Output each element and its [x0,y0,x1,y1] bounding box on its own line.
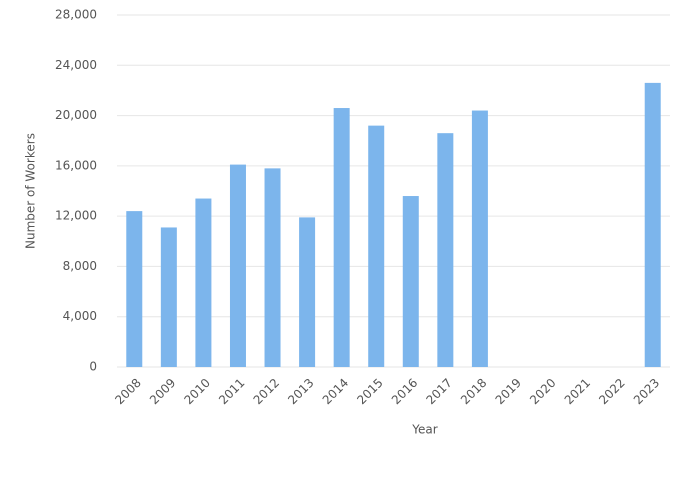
x-tick-label: 2020 [527,376,558,407]
bar [437,133,454,367]
y-tick-label: 20,000 [55,108,97,122]
x-tick-label: 2015 [354,376,385,407]
x-tick-label: 2016 [389,376,420,407]
x-tick-label: 2012 [251,376,282,407]
x-tick-label: 2021 [562,376,593,407]
bar [644,82,661,367]
x-axis-title: Year [411,423,437,437]
x-tick-label: 2014 [320,376,351,407]
bar [471,110,488,368]
x-tick-label: 2010 [182,376,213,407]
bar [368,125,385,367]
y-tick-label: 24,000 [55,58,97,72]
y-axis-title: Number of Workers [24,133,38,249]
bar [264,168,281,367]
x-tick-label: 2023 [631,376,662,407]
x-tick-label: 2019 [493,376,524,407]
y-tick-label: 28,000 [55,8,97,22]
x-tick-label: 2011 [216,376,247,407]
y-tick-label: 12,000 [55,209,97,223]
y-tick-label: 0 [89,360,97,374]
bar [299,217,316,367]
x-tick-label: 2008 [112,376,143,407]
bar [195,198,212,367]
bar [402,196,419,367]
bar [160,227,177,367]
x-tick-label: 2013 [285,376,316,407]
x-tick-label: 2022 [596,376,627,407]
bar [229,164,246,367]
bar [333,108,350,368]
y-tick-label: 4,000 [63,309,97,323]
x-tick-label: 2018 [458,376,489,407]
y-tick-label: 8,000 [63,259,97,273]
y-tick-label: 16,000 [55,158,97,172]
x-tick-label: 2009 [147,376,178,407]
bar [126,211,143,367]
x-tick-label: 2017 [423,376,454,407]
